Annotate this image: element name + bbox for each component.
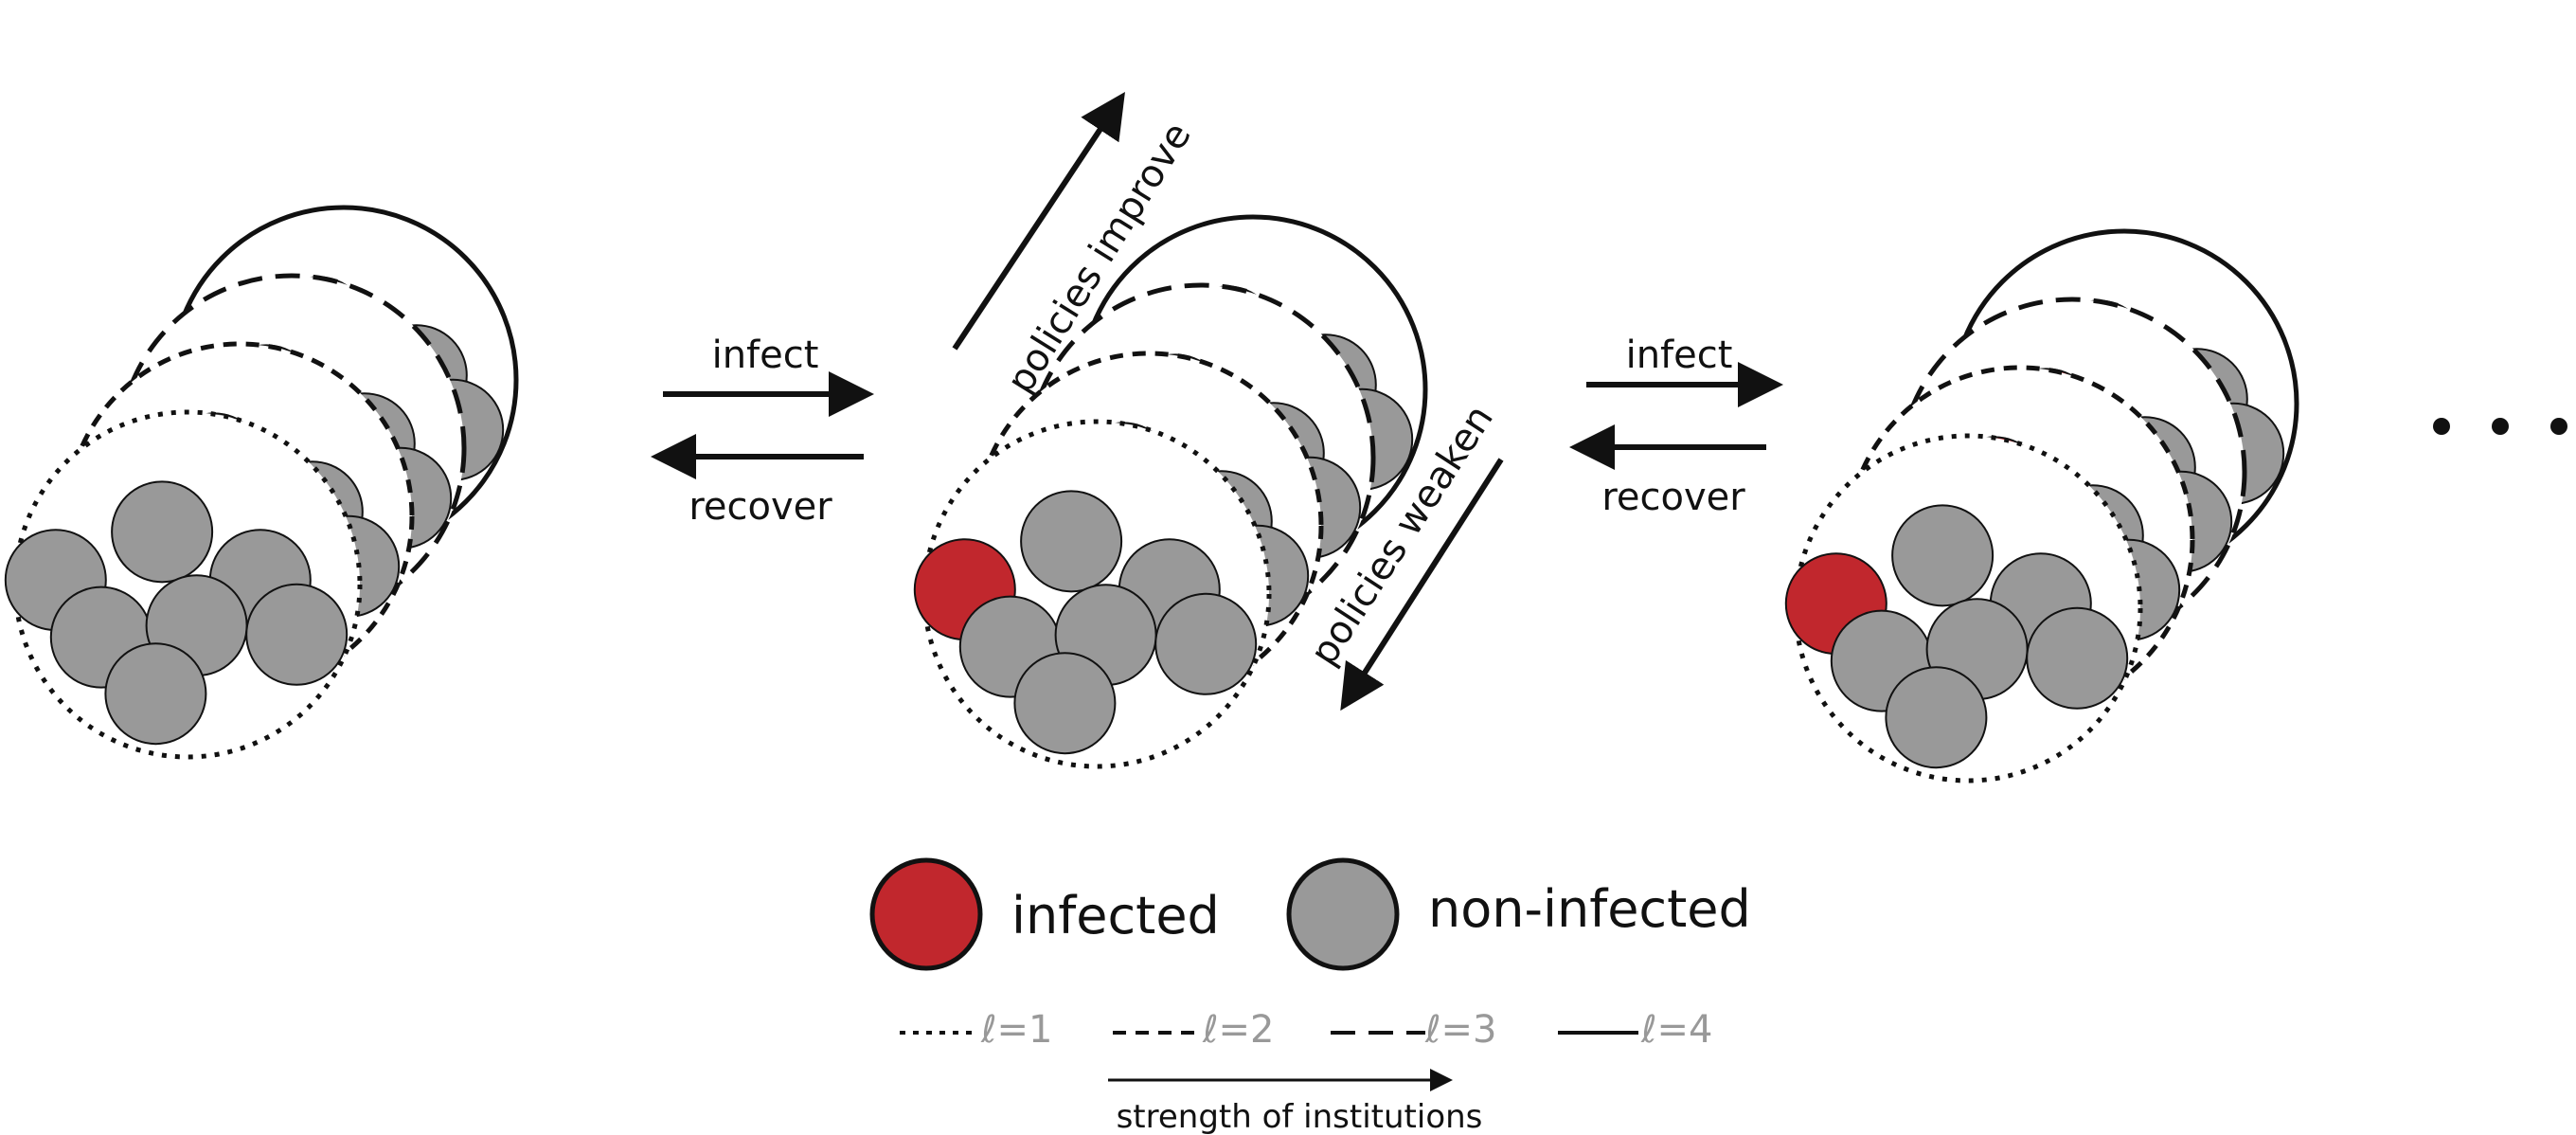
level-1-label: ℓ=1 [980, 1008, 1053, 1052]
level-3-label: ℓ=3 [1424, 1008, 1497, 1052]
policies-weaken-arrow [1340, 458, 1504, 712]
community-level-1 [913, 419, 1272, 769]
policies-improve-arrow [952, 92, 1125, 351]
recover-label-2: recover [1601, 476, 1745, 519]
community-level-1 [1784, 433, 2143, 784]
non-infected-legend-label: non-infected [1428, 879, 1751, 939]
non-infected-node [245, 583, 349, 686]
recover-label-1: recover [689, 485, 832, 529]
continuation-dots [2433, 418, 2567, 435]
non-infected-node [1154, 592, 1258, 695]
ellipsis-dot [2550, 418, 2567, 435]
community-level-1 [4, 409, 363, 760]
non-infected-node [1891, 504, 1995, 607]
cluster-groups [4, 205, 2299, 784]
strength-label: strength of institutions [1117, 1098, 1483, 1135]
non-infected-legend-swatch [1286, 857, 1400, 971]
non-infected-node [1020, 490, 1123, 593]
infect-label-2: infect [1626, 333, 1733, 377]
cluster-group-1 [4, 205, 519, 760]
infect-label-1: infect [712, 333, 819, 377]
level-2-label: ℓ=2 [1202, 1008, 1275, 1052]
infected-legend-swatch [869, 857, 983, 971]
infected-legend-label: infected [1011, 886, 1220, 946]
level-4-label: ℓ=4 [1640, 1008, 1713, 1052]
non-infected-node [2026, 606, 2129, 710]
cluster-group-3 [1784, 228, 2299, 784]
ellipsis-dot [2492, 418, 2509, 435]
non-infected-node [104, 642, 207, 746]
ellipsis-dot [2433, 418, 2450, 435]
legend: infected non-infected ℓ=1 ℓ=2 ℓ=3 ℓ=4 st… [869, 857, 1751, 1135]
non-infected-node [111, 480, 214, 584]
cluster-group-2 [913, 214, 1428, 769]
non-infected-node [1013, 652, 1117, 755]
non-infected-node [1885, 666, 1988, 769]
